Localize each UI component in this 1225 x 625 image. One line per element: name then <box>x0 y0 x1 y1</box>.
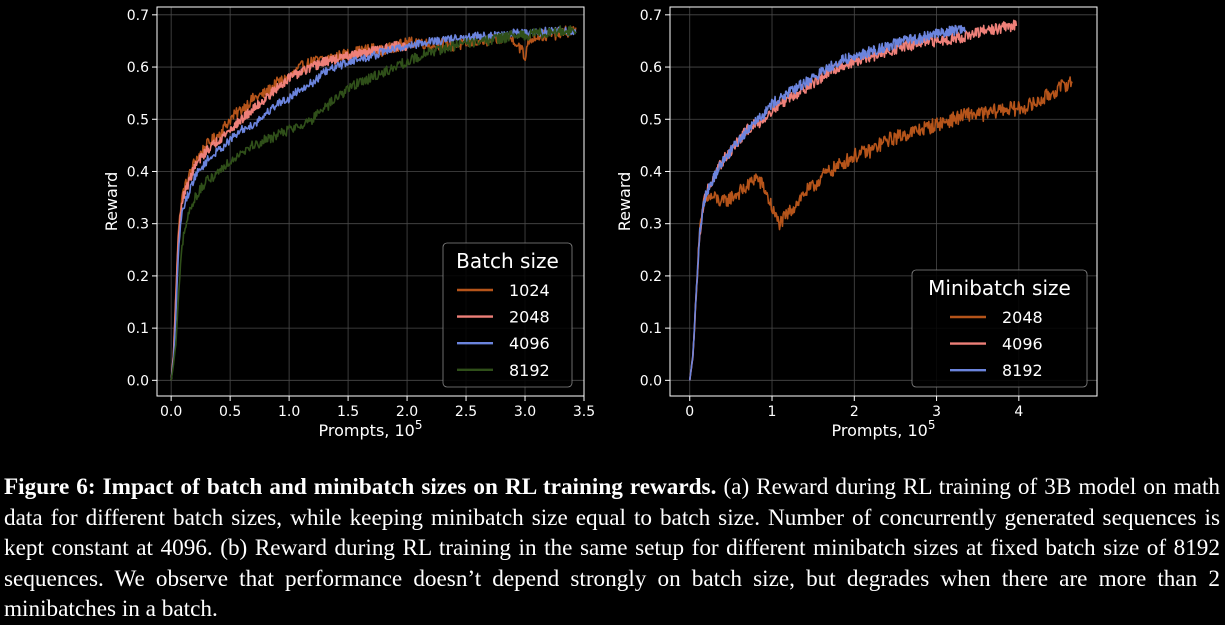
y-tick-label: 0.3 <box>640 217 662 233</box>
y-tick-label: 0.5 <box>127 112 149 128</box>
legend-label-1024: 1024 <box>509 281 550 300</box>
figure-caption: Figure 6: Impact of batch and minibatch … <box>4 472 1220 625</box>
y-tick-label: 0.3 <box>127 217 149 233</box>
legend-label-8192: 8192 <box>1002 361 1043 380</box>
x-tick-label: 3.5 <box>573 404 595 420</box>
x-tick-label: 2.5 <box>455 404 477 420</box>
series-line-8192 <box>170 25 577 381</box>
series-line-4096 <box>688 19 1018 381</box>
legend-box <box>911 269 1088 388</box>
legend-box <box>442 242 573 388</box>
y-tick-label: 0.1 <box>640 321 662 337</box>
x-tick-label: 0.0 <box>160 404 182 420</box>
legend-label-4096: 4096 <box>1002 335 1043 354</box>
x-tick-label: 0 <box>685 404 694 420</box>
y-tick-label: 0.5 <box>640 112 662 128</box>
legend: Batch size 1024 2048 4096 8192 <box>442 242 573 388</box>
y-tick-label: 0.2 <box>127 269 149 285</box>
legend: Minibatch size 2048 4096 8192 <box>911 269 1088 388</box>
x-tick-label: 1 <box>768 404 777 420</box>
x-tick-label: 2 <box>850 404 859 420</box>
y-tick-label: 0.0 <box>127 373 149 389</box>
series-line-2048 <box>688 76 1073 381</box>
series-line-8192 <box>688 24 967 381</box>
y-axis-label: Reward <box>102 172 121 232</box>
legend-title: Batch size <box>456 249 559 273</box>
figure: 0.0 0.5 1.0 1.5 2.0 2.5 3.0 3.5 0.0 0.1 0.2 0.3 0.4 0… <box>102 6 1098 440</box>
x-tick-label: 1.5 <box>337 404 359 420</box>
x-tick-label: 2.0 <box>396 404 418 420</box>
y-tick-label: 0.6 <box>127 60 149 76</box>
x-axis-label: Prompts, 105 <box>832 418 936 440</box>
y-tick-label: 0.1 <box>127 321 149 337</box>
x-tick-label: 3.0 <box>514 404 536 420</box>
chart-panel-a: 0.0 0.5 1.0 1.5 2.0 2.5 3.0 3.5 0.0 0.1 0.2 0.3 0.4 0… <box>102 6 595 440</box>
axes-frame <box>156 6 585 397</box>
y-tick-label: 0.2 <box>640 269 662 285</box>
x-tick-label: 3 <box>932 404 941 420</box>
y-tick-label: 0.7 <box>127 8 149 24</box>
legend-label-4096: 4096 <box>509 334 550 353</box>
y-tick-label: 0.4 <box>127 164 149 180</box>
axes-frame <box>669 6 1098 397</box>
y-tick-label: 0.6 <box>640 60 662 76</box>
x-tick-label: 1.0 <box>278 404 300 420</box>
caption-text: (a) Reward during RL training of 3B mode… <box>4 474 1220 622</box>
charts-canvas: 0.0 0.5 1.0 1.5 2.0 2.5 3.0 3.50.00.10.20.30.40… <box>102 6 1098 440</box>
y-tick-label: 0.0 <box>640 373 662 389</box>
legend-label-2048: 2048 <box>1002 308 1043 327</box>
x-tick-label: 4 <box>1014 404 1023 420</box>
chart-panel-b: 0 1 2 3 4 0.0 0.1 0.2 0.3 0.4 0.5 0.6 0.7 Prompts, 10… <box>615 6 1098 440</box>
y-axis-label: Reward <box>615 172 634 232</box>
y-tick-label: 0.7 <box>640 8 662 24</box>
legend-label-2048: 2048 <box>509 308 550 327</box>
y-tick-label: 0.4 <box>640 164 662 180</box>
x-tick-label: 0.5 <box>219 404 241 420</box>
caption-title: Figure 6: Impact of batch and minibatch … <box>4 474 717 500</box>
legend-title: Minibatch size <box>928 276 1071 300</box>
x-axis-label: Prompts, 105 <box>319 418 423 440</box>
legend-label-8192: 8192 <box>509 361 550 380</box>
